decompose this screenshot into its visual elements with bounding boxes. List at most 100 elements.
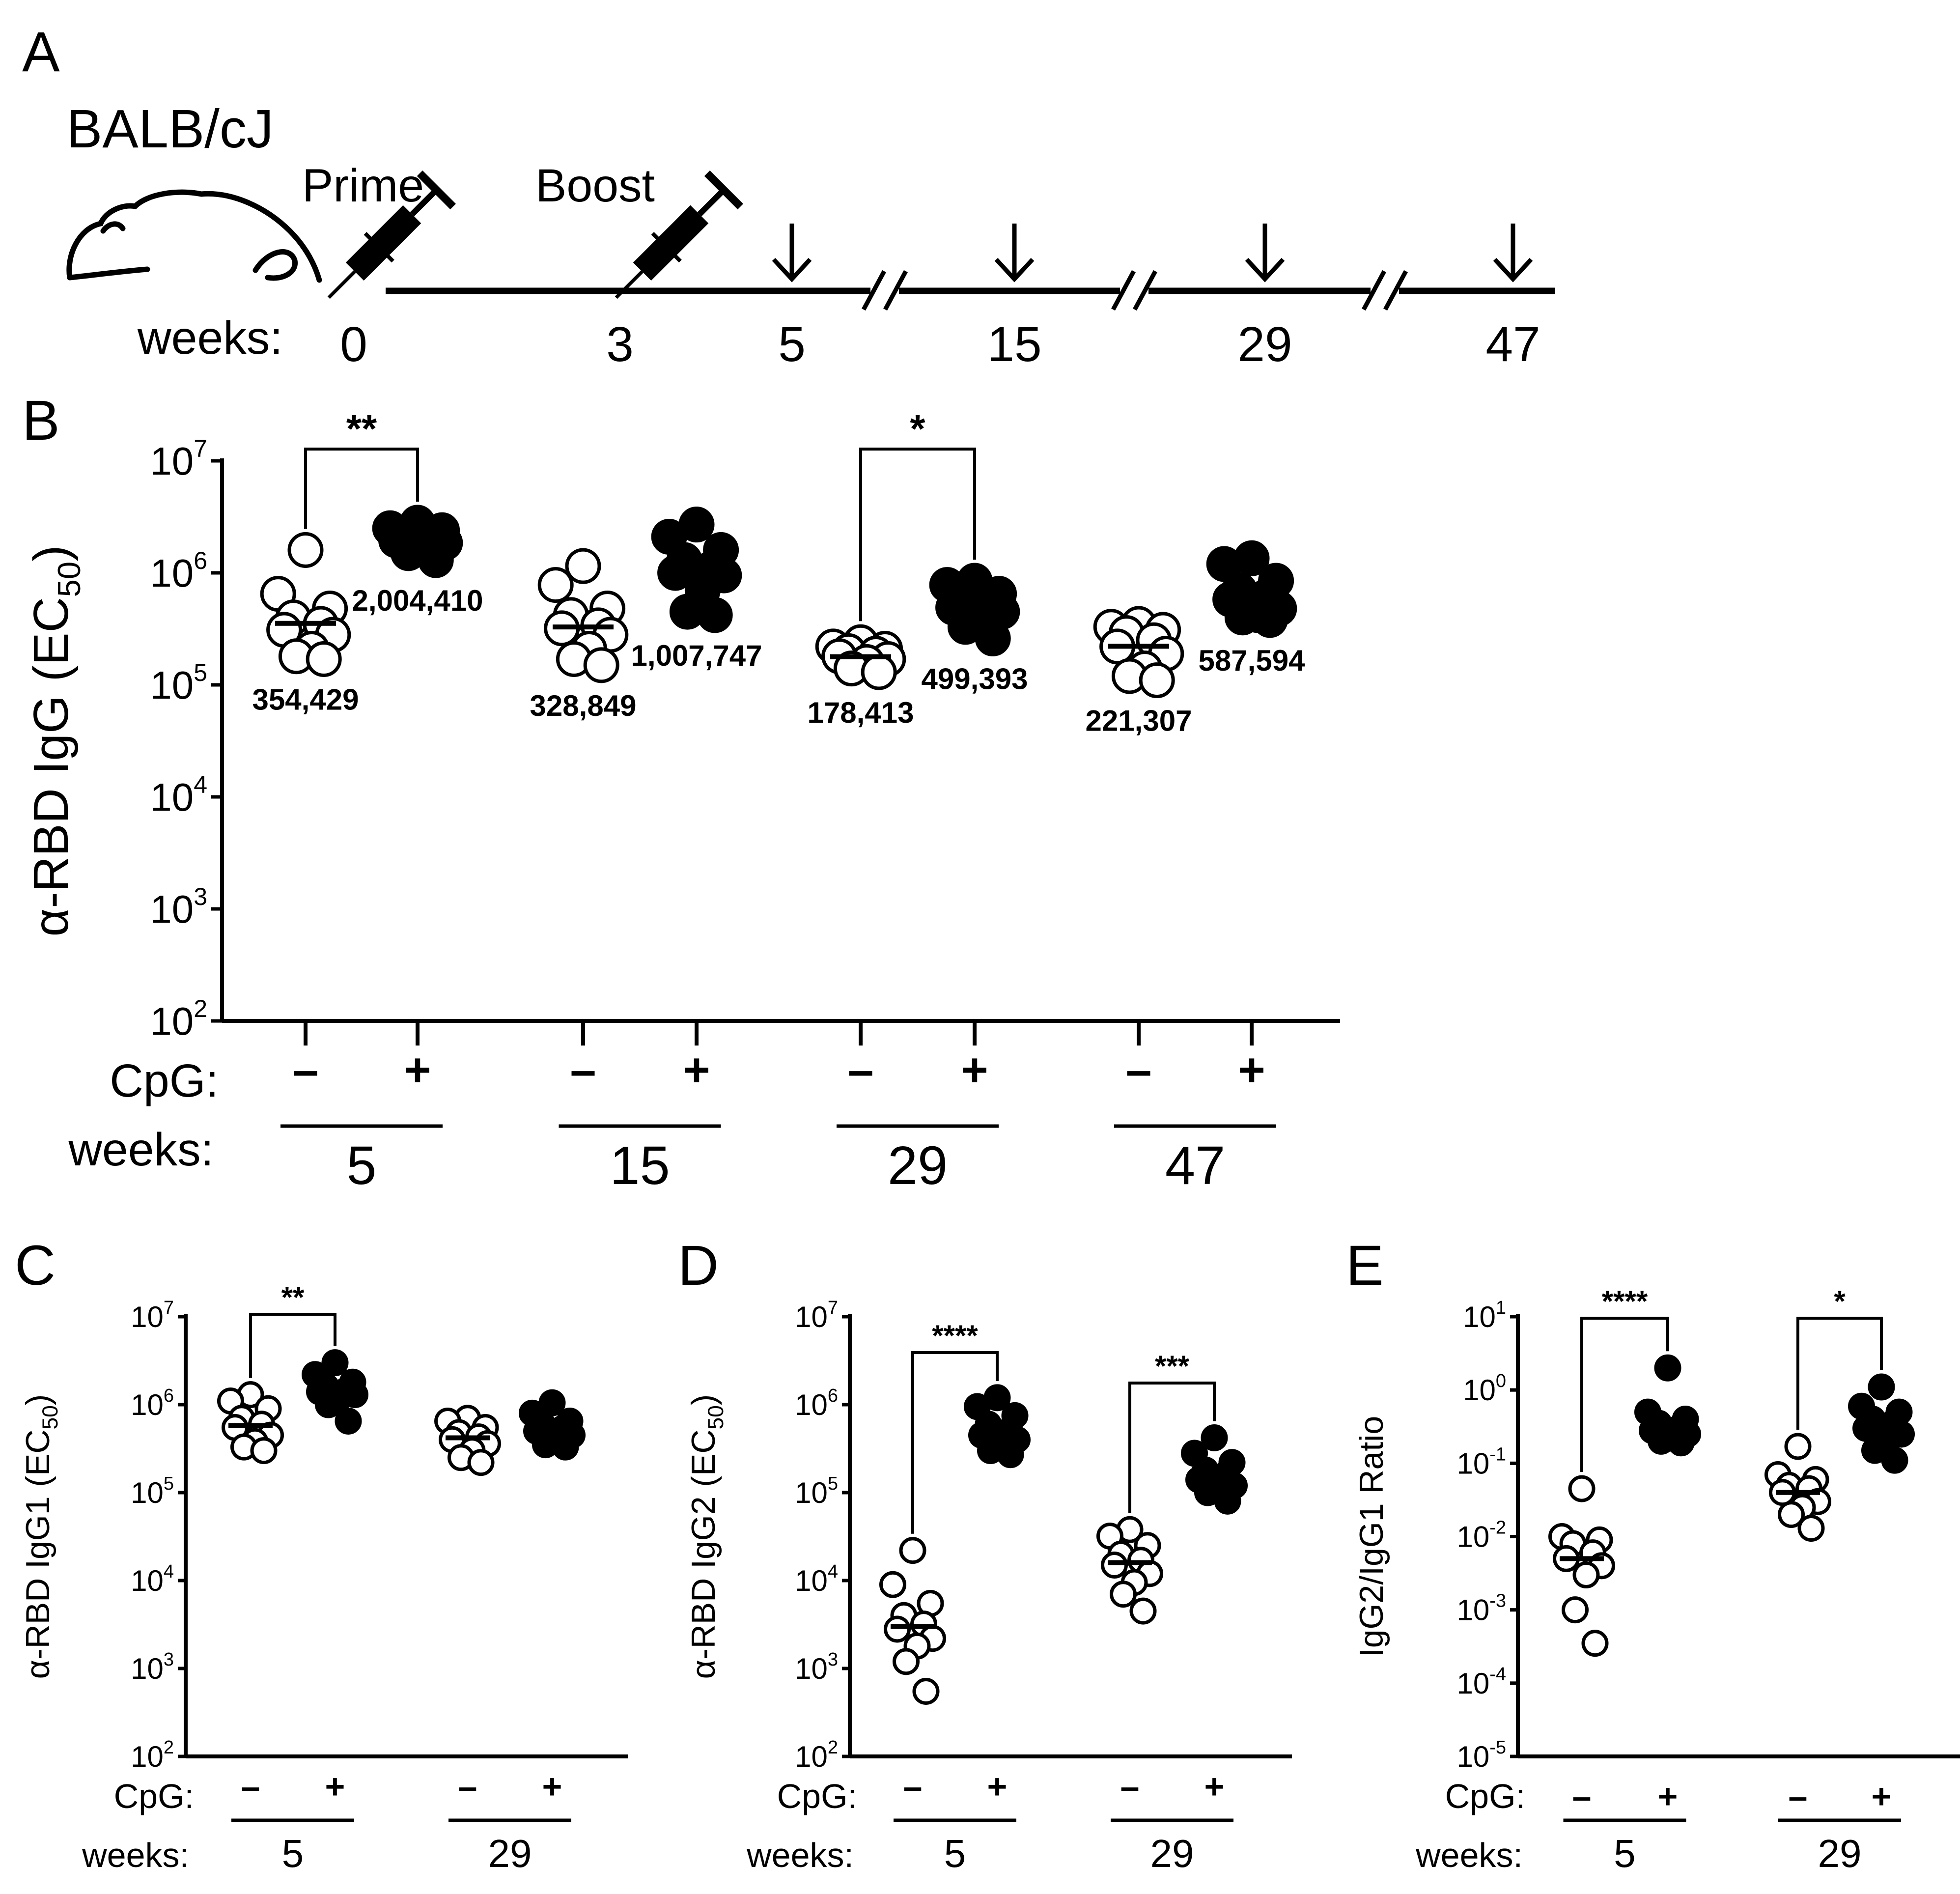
y-tick-label: 104 — [150, 771, 207, 819]
timeline-tick-label: 29 — [1237, 317, 1292, 372]
weeks-row-label: weeks: — [1415, 1836, 1523, 1874]
y-tick-label: 10-3 — [1456, 1591, 1506, 1627]
y-tick-label: 103 — [131, 1649, 174, 1685]
data-point-filled — [1206, 546, 1242, 582]
data-point-open — [884, 1615, 911, 1643]
weeks-row-label: weeks: — [746, 1836, 854, 1874]
data-point-filled — [1252, 602, 1288, 638]
data-point-filled — [1868, 1373, 1895, 1401]
week-label: 29 — [888, 1135, 948, 1196]
prime-label: Prime — [302, 160, 424, 212]
y-tick-label: 104 — [131, 1561, 174, 1597]
y-axis-label: α-RBD IgG (EC50) — [24, 545, 87, 937]
median-value-label: 1,007,747 — [631, 639, 762, 672]
data-point-open — [1778, 1501, 1805, 1528]
data-point-filled — [1201, 1424, 1228, 1451]
y-tick-label: 102 — [795, 1737, 838, 1773]
cpg-symbol: – — [903, 1767, 923, 1806]
syringe-prime-icon — [327, 170, 456, 299]
axis-break-marks — [862, 270, 1408, 311]
y-tick-label: 10-1 — [1456, 1444, 1506, 1480]
timeline-weeks-label: weeks: — [137, 312, 283, 364]
week-label: 5 — [346, 1135, 376, 1196]
data-point-filled — [1214, 1487, 1241, 1515]
data-point-filled — [997, 1441, 1024, 1469]
down-arrow-icon — [772, 224, 812, 283]
week-label: 29 — [1150, 1832, 1194, 1875]
data-point-open — [250, 1437, 278, 1465]
y-tick-label: 107 — [795, 1298, 838, 1333]
cpg-symbol: – — [458, 1767, 477, 1806]
significance-label: ** — [281, 1281, 305, 1314]
data-point-filled — [1654, 1354, 1681, 1382]
panel-a-letter: A — [22, 21, 60, 84]
y-tick-label: 106 — [131, 1385, 174, 1421]
y-axis-label: IgG2/IgG1 Ratio — [1353, 1416, 1390, 1657]
timeline-tick-label: 5 — [778, 317, 806, 372]
cpg-symbol: + — [1658, 1777, 1678, 1815]
data-point-filled — [321, 1349, 349, 1377]
chart-panel-d: 102 103 104 105 106 107 α-RBD IgG2 (EC50) – + – +5… — [685, 1298, 1292, 1875]
data-point-filled — [335, 1407, 362, 1435]
strain-label: BALB/cJ — [66, 99, 274, 159]
cpg-symbol: – — [293, 1044, 319, 1096]
chart-panel-b: 102 103 104 105 106 107 α-RBD IgG (EC50) 354,42… — [24, 407, 1340, 1196]
data-point-open — [467, 1449, 495, 1476]
cpg-symbol: + — [404, 1044, 431, 1096]
data-point-open — [861, 654, 897, 690]
y-tick-label: 105 — [795, 1473, 838, 1509]
significance-label: **** — [1602, 1285, 1648, 1318]
week-label: 5 — [282, 1832, 304, 1875]
week-label: 5 — [944, 1832, 966, 1875]
weeks-row-label: weeks: — [68, 1124, 214, 1176]
significance-bracket — [304, 448, 419, 529]
data-point-open — [287, 532, 324, 568]
median-value-label: 178,413 — [808, 696, 914, 729]
y-tick-label: 100 — [1463, 1371, 1506, 1407]
y-tick-label: 105 — [131, 1473, 174, 1509]
data-point-open — [1797, 1515, 1825, 1542]
data-point-open — [879, 1571, 906, 1598]
y-tick-label: 105 — [150, 659, 207, 707]
panel-c-letter: C — [15, 1234, 56, 1297]
data-point-open — [565, 548, 601, 584]
significance-bracket — [1796, 1317, 1883, 1430]
y-tick-label: 10-2 — [1456, 1518, 1506, 1554]
significance-bracket — [859, 448, 976, 622]
significance-label: * — [910, 407, 925, 451]
data-point-filled — [1881, 1446, 1908, 1474]
cpg-row-label: CpG: — [114, 1777, 194, 1815]
bleed-arrows — [772, 224, 1533, 283]
y-tick-label: 103 — [150, 883, 207, 931]
panel-d-letter: D — [678, 1234, 719, 1297]
significance-bracket — [911, 1351, 999, 1534]
panel-b-letter: B — [22, 389, 60, 452]
chart-panel-e: 10-5 10-4 10-3 10-2 10-1 100 101 IgG2/IgG1 Rati… — [1353, 1285, 1960, 1875]
data-point-open — [583, 647, 619, 683]
data-point-open — [1572, 1561, 1600, 1588]
y-tick-label: 104 — [795, 1561, 838, 1597]
cpg-symbol: – — [1572, 1777, 1592, 1815]
cpg-symbol: + — [1238, 1044, 1265, 1096]
data-point-open — [1101, 1551, 1128, 1579]
down-arrow-icon — [1245, 224, 1285, 283]
y-axis-label: α-RBD IgG2 (EC50) — [685, 1394, 728, 1679]
y-axis-label: α-RBD IgG1 (EC50) — [19, 1394, 62, 1679]
cpg-row-label: CpG: — [777, 1777, 857, 1815]
data-point-filled — [552, 1433, 579, 1461]
cpg-symbol: – — [570, 1044, 596, 1096]
significance-label: *** — [1155, 1350, 1190, 1383]
data-point-open — [306, 641, 342, 677]
cpg-symbol: + — [987, 1767, 1008, 1806]
median-value-label: 328,849 — [530, 689, 637, 722]
significance-bracket — [1580, 1317, 1669, 1472]
cpg-symbol: + — [961, 1044, 988, 1096]
significance-bracket — [249, 1313, 336, 1378]
median-value-label: 2,004,410 — [352, 584, 483, 617]
week-label: 5 — [1614, 1832, 1636, 1875]
significance-bracket — [1128, 1382, 1216, 1513]
cpg-symbol: + — [1872, 1777, 1892, 1815]
y-tick-label: 107 — [131, 1298, 174, 1333]
data-point-open — [1110, 1581, 1137, 1608]
cpg-symbol: – — [1120, 1767, 1140, 1806]
